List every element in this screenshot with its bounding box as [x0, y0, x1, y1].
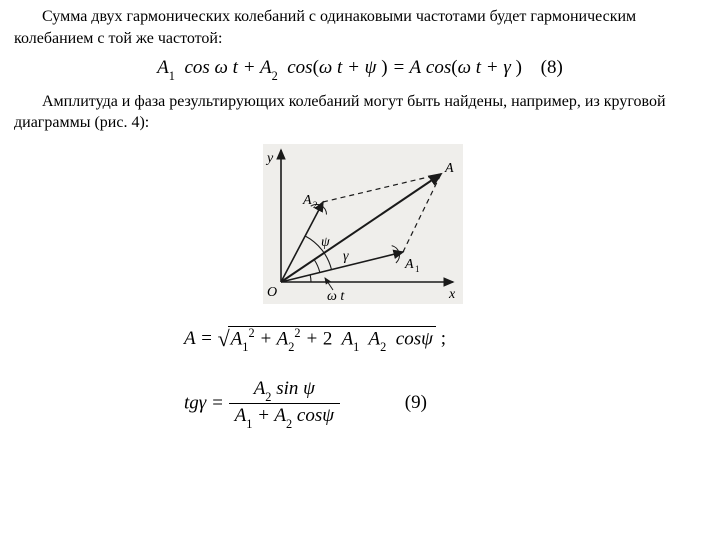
equation-9-number: (9)	[405, 392, 427, 413]
paragraph-1: Сумма двух гармонических колебаний с оди…	[14, 6, 706, 49]
phasor-diagram: OxyAA1A2ω tψγ	[245, 140, 475, 310]
svg-text:ω t: ω t	[327, 289, 345, 304]
svg-text:A: A	[404, 257, 414, 272]
svg-text:1: 1	[415, 264, 420, 274]
svg-text:y: y	[265, 151, 274, 166]
equation-8-number: (8)	[541, 57, 563, 78]
svg-text:x: x	[448, 287, 456, 302]
equation-8: A1 cos ω t + A2 cos(ω t + ψ ) = A cos(ω …	[14, 55, 706, 82]
paragraph-2: Амплитуда и фаза результирующих колебани…	[14, 91, 706, 134]
svg-text:ψ: ψ	[321, 235, 330, 250]
svg-text:γ: γ	[343, 249, 349, 264]
equation-9: A = √ A12 + A22 + 2 A1 A2 cosψ ; tgγ = A…	[14, 322, 706, 430]
svg-text:A: A	[302, 193, 312, 208]
figure-4: OxyAA1A2ω tψγ	[14, 140, 706, 317]
svg-text:2: 2	[313, 200, 318, 210]
svg-text:A: A	[444, 161, 454, 176]
svg-text:O: O	[267, 285, 277, 300]
